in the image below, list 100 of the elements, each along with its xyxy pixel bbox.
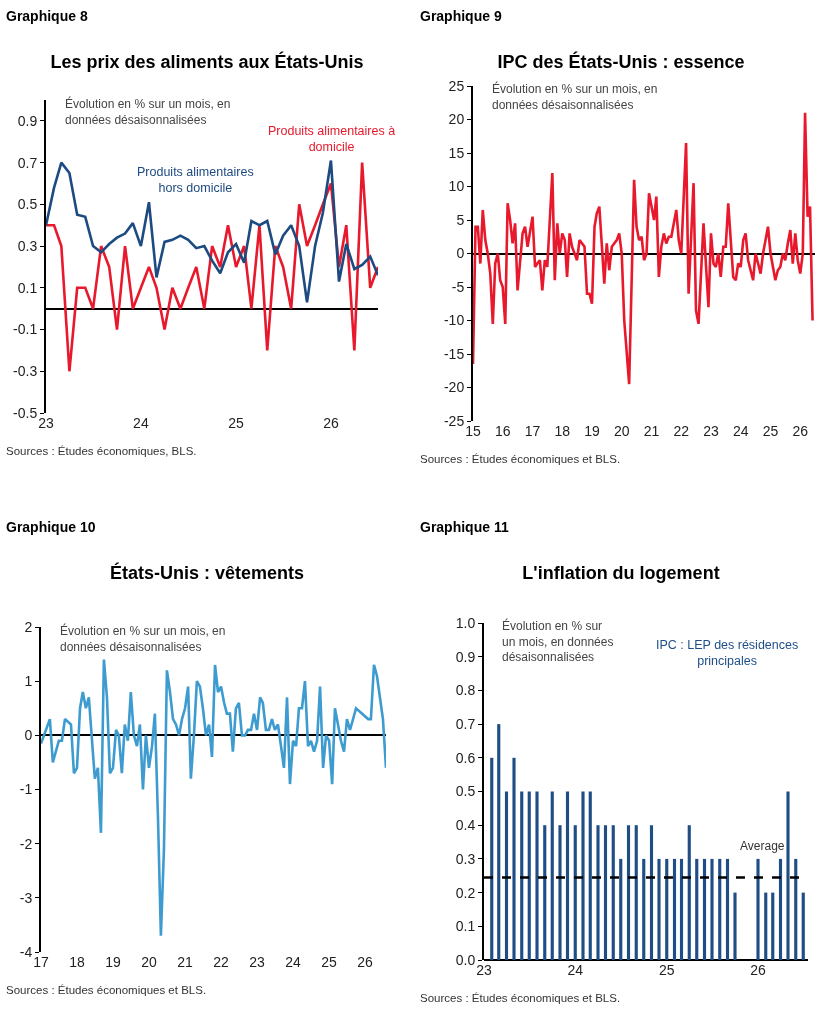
bar — [771, 892, 775, 960]
bar — [611, 825, 615, 960]
bar — [702, 858, 707, 960]
y-tick-label: 0.4 — [455, 817, 476, 834]
y-tick-label: -20 — [443, 379, 465, 396]
y-tick-label: 0.9 — [17, 112, 38, 129]
x-tick-label: 18 — [69, 954, 85, 970]
y-tick-label: 1 — [24, 673, 33, 690]
bar — [687, 825, 691, 960]
x-tick-label: 24 — [285, 954, 302, 970]
y-tick-label: -15 — [443, 345, 465, 362]
text: Graphique 9 — [420, 8, 502, 24]
x-tick-label: 26 — [792, 423, 809, 439]
annotation: Évolution en % sur un mois, en données désaisonnalisées — [502, 618, 614, 665]
bar — [657, 858, 661, 960]
y-tick-label: 0.6 — [455, 749, 476, 766]
bar — [619, 858, 623, 960]
x-tick-label: 24 — [732, 423, 749, 439]
bar — [801, 892, 805, 960]
x-tick-label: 19 — [584, 423, 600, 439]
y-tick-label: 0.5 — [455, 783, 476, 800]
bar — [679, 858, 684, 960]
x-tick-label: 20 — [613, 423, 630, 439]
line-series — [46, 159, 378, 304]
bar — [588, 791, 592, 960]
y-tick-label: 0.3 — [455, 850, 476, 867]
text: Graphique 10 — [6, 519, 96, 535]
source-note: Sources : Études économiques, BLS. — [6, 445, 197, 457]
y-tick-label: 0.7 — [17, 154, 38, 171]
chart-title: IPC des États-Unis : essence — [497, 51, 745, 73]
y-tick-label: 0 — [456, 245, 465, 262]
x-tick-label: 25 — [762, 423, 779, 439]
y-tick-label: -5 — [451, 278, 465, 295]
bar — [718, 858, 722, 960]
x-tick-label: 16 — [494, 423, 511, 439]
x-tick-label: 26 — [323, 415, 339, 431]
source-note: Sources : Études économiques et BLS. — [420, 453, 621, 465]
chart-title: États-Unis : vêtements — [109, 562, 305, 584]
text: Produits alimentaires à domicile — [268, 124, 396, 155]
y-tick-label: 2 — [24, 618, 33, 635]
chart-title: L'inflation du logement — [522, 563, 720, 584]
y-tick-label: 0.2 — [455, 884, 476, 901]
x-tick-label: 18 — [554, 423, 571, 439]
x-tick-label: 21 — [643, 423, 660, 439]
bar — [543, 825, 547, 960]
y-tick-label: 1.0 — [455, 614, 476, 631]
ref-line-label: Average — [740, 839, 785, 853]
x-tick-label: 26 — [357, 954, 374, 970]
y-tick-label: 0.8 — [455, 682, 476, 699]
y-tick-label: 0 — [24, 727, 33, 744]
annotation: Évolution en % sur un mois, en données désaisonnalisées — [492, 81, 658, 112]
bar — [512, 757, 516, 960]
x-tick-label: 22 — [673, 423, 690, 439]
y-tick-label: 0.1 — [17, 279, 38, 296]
bar — [794, 858, 798, 960]
bar — [634, 825, 638, 960]
x-tick-label: 24 — [567, 962, 584, 978]
x-tick-label: 21 — [177, 954, 194, 970]
text: Graphique 8 — [6, 8, 88, 24]
bar — [725, 858, 730, 960]
bar — [497, 724, 501, 960]
bar — [573, 825, 577, 960]
bar — [558, 825, 562, 960]
bar — [733, 892, 737, 960]
bar — [550, 791, 554, 960]
chart-title: Les prix des aliments aux États-Unis — [50, 51, 364, 73]
bar — [672, 858, 677, 960]
y-tick-label: 0.7 — [455, 716, 476, 732]
y-tick-label: 25 — [448, 77, 465, 94]
y-tick-label: -10 — [443, 312, 465, 329]
x-tick-label: 25 — [321, 954, 338, 970]
annotation: Évolution en % sur un mois, en données désaisonnalisées — [60, 623, 226, 654]
y-tick-label: 0.5 — [17, 196, 38, 213]
x-tick-label: 22 — [213, 954, 230, 970]
x-tick-label: 23 — [38, 415, 54, 431]
y-tick-label: -25 — [443, 412, 465, 429]
x-tick-label: 17 — [33, 954, 49, 970]
y-tick-label: 15 — [448, 144, 465, 161]
series-label: Produits alimentaires hors domicile — [137, 165, 254, 196]
bar — [490, 757, 494, 960]
bar — [504, 791, 509, 960]
bar — [642, 858, 646, 960]
bar — [710, 858, 714, 960]
x-tick-label: 20 — [141, 954, 157, 970]
text: Graphique 11 — [420, 519, 509, 535]
y-tick-label: -0.5 — [13, 404, 38, 421]
y-tick-label: 5 — [456, 211, 465, 228]
line-series — [46, 161, 378, 373]
y-tick-label: -2 — [19, 835, 33, 852]
y-tick-label: 0.9 — [455, 648, 476, 665]
x-tick-label: 23 — [249, 954, 266, 970]
y-tick-label: 10 — [448, 178, 465, 195]
y-tick-label: 0.0 — [455, 951, 476, 968]
bar — [565, 791, 570, 960]
annotation: Évolution en % sur un mois, en données désaisonnalisées — [65, 96, 231, 127]
bar — [778, 858, 783, 960]
x-tick-label: 17 — [524, 423, 541, 439]
y-tick-label: -0.1 — [13, 321, 38, 338]
x-tick-label: 26 — [750, 962, 766, 978]
y-tick-label: -0.3 — [13, 363, 38, 380]
